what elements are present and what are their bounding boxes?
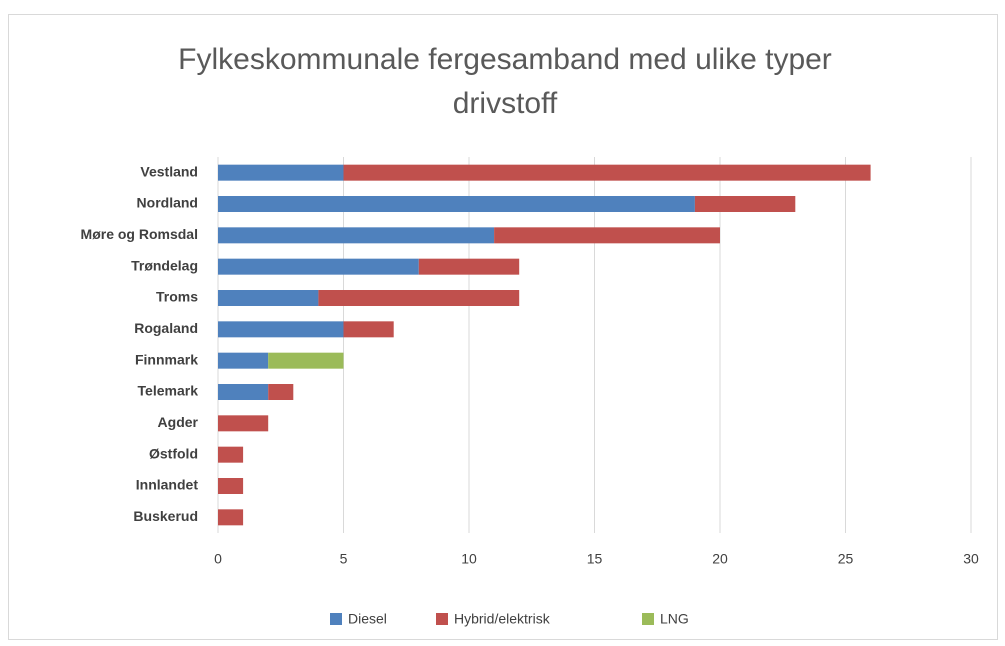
chart-title: Fylkeskommunale fergesamband med ulike t… xyxy=(178,43,832,120)
bar-segment xyxy=(218,446,244,463)
legend-swatch xyxy=(330,613,342,625)
y-tick-label: Møre og Romsdal xyxy=(81,226,198,242)
bar-segment xyxy=(218,290,319,306)
x-tick-label: 25 xyxy=(838,551,854,567)
x-tick-label: 30 xyxy=(963,551,979,567)
y-tick-label: Vestland xyxy=(140,163,198,179)
legend-label: Diesel xyxy=(348,611,387,627)
y-tick-label: Buskerud xyxy=(133,508,198,524)
bar-segment xyxy=(694,196,796,212)
bar-segment xyxy=(343,321,394,338)
bar-segment xyxy=(218,478,244,494)
bar-segment xyxy=(268,384,294,400)
legend-label: Hybrid/elektrisk xyxy=(454,611,551,627)
bar-segment xyxy=(218,415,269,432)
bar-segment xyxy=(494,227,720,244)
x-tick-label: 0 xyxy=(214,551,222,567)
bar-segment xyxy=(218,321,344,338)
x-tick-label: 15 xyxy=(587,551,603,567)
y-tick-label: Østfold xyxy=(149,445,198,461)
bar-segment xyxy=(218,227,495,244)
x-tick-label: 20 xyxy=(712,551,728,567)
bar-segment xyxy=(318,290,520,306)
legend-swatch xyxy=(642,613,654,625)
legend-label: LNG xyxy=(660,611,689,627)
bar-segment xyxy=(218,258,419,275)
bar-segment xyxy=(218,352,269,369)
bar-segment xyxy=(218,164,344,181)
bar-segment xyxy=(218,196,695,212)
y-tick-label: Agder xyxy=(158,414,199,430)
y-tick-label: Telemark xyxy=(138,383,199,399)
bar-segment xyxy=(218,384,269,400)
chart-frame xyxy=(8,14,998,640)
y-tick-label: Troms xyxy=(156,289,198,305)
y-tick-label: Trøndelag xyxy=(131,257,198,273)
x-tick-label: 5 xyxy=(340,551,348,567)
y-tick-label: Innlandet xyxy=(136,477,199,493)
bar-segment xyxy=(418,258,520,275)
legend-swatch xyxy=(436,613,448,625)
bar-segment xyxy=(218,509,244,526)
y-tick-label: Finnmark xyxy=(135,351,198,367)
bar-segment xyxy=(268,352,344,369)
x-tick-label: 10 xyxy=(461,551,477,567)
y-tick-label: Nordland xyxy=(137,195,198,211)
bar-segment xyxy=(343,164,871,181)
y-tick-label: Rogaland xyxy=(134,320,198,336)
